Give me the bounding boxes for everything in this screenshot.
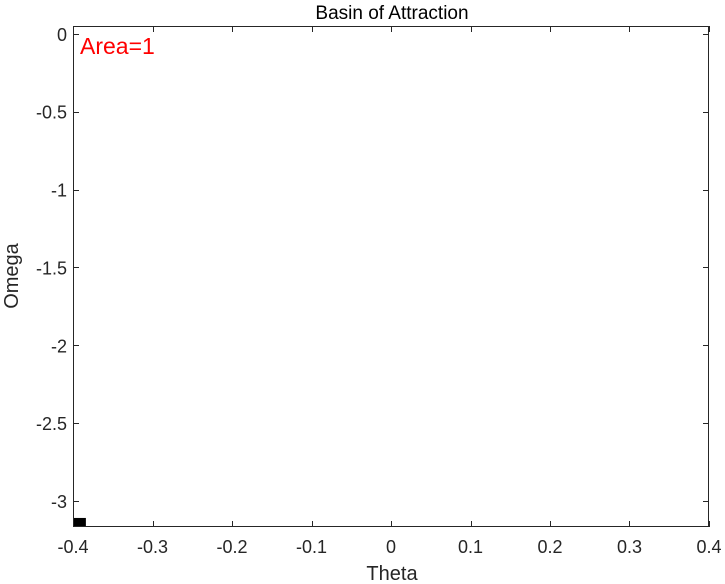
x-tick-label: -0.1 [296,537,327,557]
y-tick-label: -1.5 [36,258,67,278]
y-tick-label: -1 [51,181,67,201]
x-tick-label: -0.4 [57,537,88,557]
x-tick-label: 0.4 [696,537,721,557]
x-tick-label: 0.3 [617,537,642,557]
y-axis-ticks: -3 -2.5 -2 -1.5 -1 -0.5 0 [36,25,709,512]
chart-title: Basin of Attraction [315,3,468,24]
y-tick-label: 0 [57,25,67,45]
y-tick-label: -0.5 [36,103,67,123]
x-tick-label: -0.2 [216,537,247,557]
x-tick-label: 0.1 [458,537,483,557]
plot-area [73,26,709,527]
y-tick-label: -3 [51,492,67,512]
x-tick-label: 0.2 [537,537,562,557]
basin-cells [73,517,86,527]
y-tick-label: -2.5 [36,414,67,434]
y-tick-label: -2 [51,336,67,356]
x-tick-label: -0.3 [137,537,168,557]
x-tick-label: 0 [386,537,396,557]
y-axis-label: Omega [1,242,23,308]
x-axis-label: Theta [366,563,418,584]
x-axis-ticks: -0.4 -0.3 -0.2 -0.1 0 0.1 0.2 0.3 0.4 [57,26,722,557]
basin-cell [73,517,86,527]
area-annotation: Area=1 [80,33,155,59]
